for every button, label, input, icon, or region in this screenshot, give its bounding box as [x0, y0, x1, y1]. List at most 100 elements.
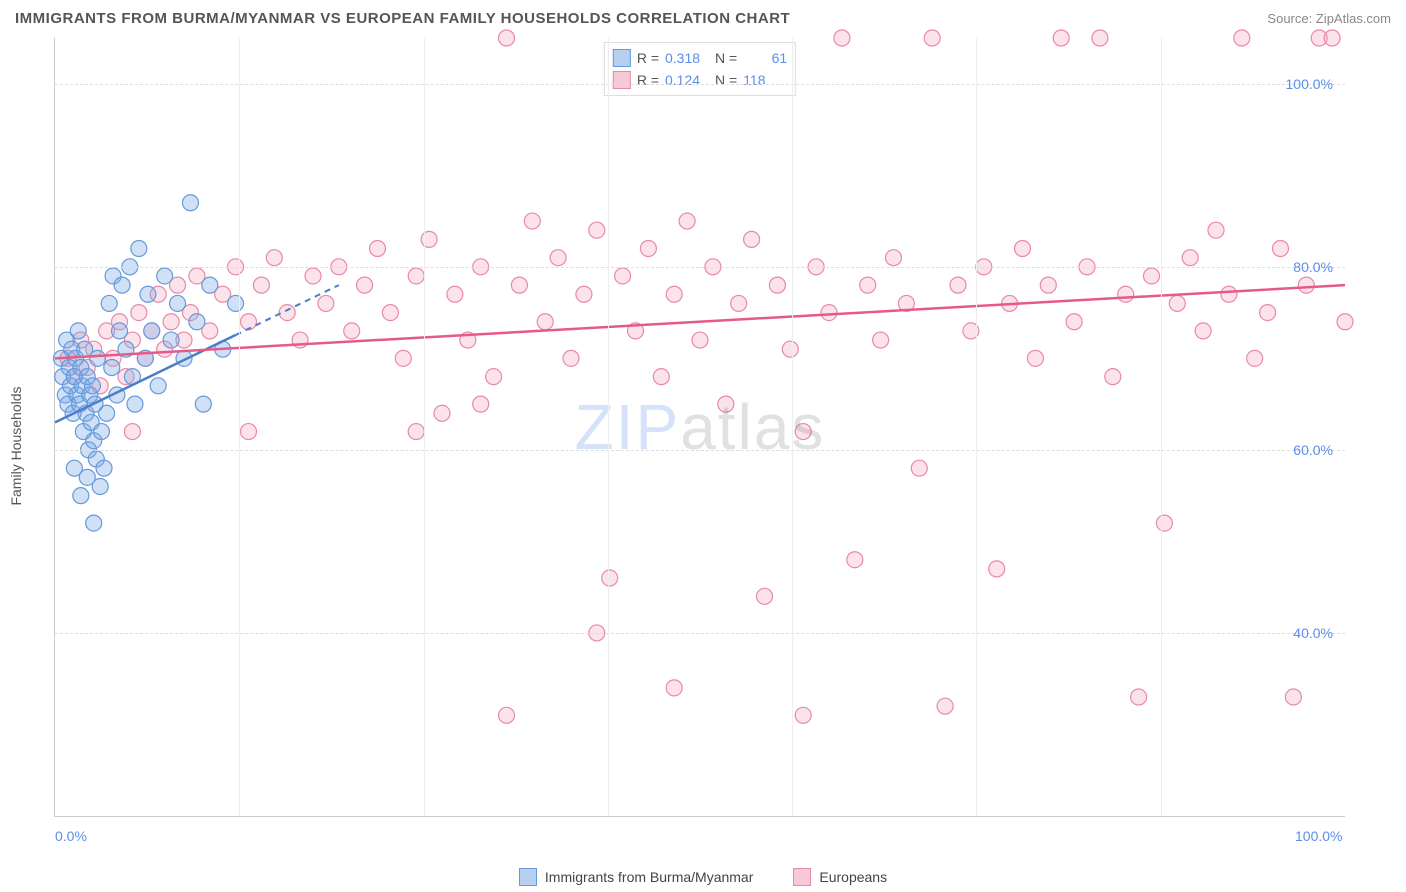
stats-box: R = 0.318 N = 61 R = 0.124 N = 118 [604, 42, 796, 96]
scatter-point-burma [79, 469, 95, 485]
scatter-point-burma [86, 515, 102, 531]
scatter-point-european [1273, 241, 1289, 257]
scatter-point-burma [104, 360, 120, 376]
scatter-point-burma [195, 396, 211, 412]
scatter-point-burma [90, 350, 106, 366]
scatter-point-european [499, 707, 515, 723]
scatter-point-burma [101, 295, 117, 311]
scatter-point-burma [144, 323, 160, 339]
source-attribution: Source: ZipAtlas.com [1267, 11, 1391, 26]
y-tick-label: 60.0% [1293, 442, 1333, 458]
scatter-point-european [1195, 323, 1211, 339]
scatter-point-european [408, 424, 424, 440]
source-name: ZipAtlas.com [1316, 11, 1391, 26]
scatter-point-burma [189, 314, 205, 330]
scatter-point-burma [70, 323, 86, 339]
scatter-point-european [1324, 30, 1340, 46]
scatter-point-european [666, 680, 682, 696]
scatter-point-european [1066, 314, 1082, 330]
stats-n-burma: 61 [743, 47, 787, 69]
x-tick-label: 0.0% [55, 828, 87, 844]
scatter-point-european [924, 30, 940, 46]
scatter-point-european [1208, 222, 1224, 238]
scatter-point-european [1337, 314, 1353, 330]
scatter-point-european [499, 30, 515, 46]
gridline-v [976, 38, 977, 816]
scatter-point-european [576, 286, 592, 302]
scatter-point-european [1131, 689, 1147, 705]
gridline-v [239, 38, 240, 816]
scatter-point-european [615, 268, 631, 284]
stats-r-burma: 0.318 [665, 47, 709, 69]
scatter-point-european [937, 698, 953, 714]
scatter-point-european [1118, 286, 1134, 302]
scatter-point-burma [112, 323, 128, 339]
scatter-point-european [253, 277, 269, 293]
scatter-point-european [131, 305, 147, 321]
scatter-point-european [834, 30, 850, 46]
scatter-point-european [124, 424, 140, 440]
scatter-point-european [666, 286, 682, 302]
scatter-point-european [795, 707, 811, 723]
scatter-point-european [511, 277, 527, 293]
scatter-point-european [795, 424, 811, 440]
scatter-point-european [524, 213, 540, 229]
scatter-point-burma [114, 277, 130, 293]
scatter-point-european [731, 295, 747, 311]
scatter-point-burma [157, 268, 173, 284]
legend-item-burma: Immigrants from Burma/Myanmar [519, 868, 753, 886]
stats-swatch-european [613, 71, 631, 89]
scatter-point-european [382, 305, 398, 321]
scatter-point-european [1053, 30, 1069, 46]
y-tick-label: 100.0% [1286, 76, 1333, 92]
scatter-point-european [1169, 295, 1185, 311]
stats-row-european: R = 0.124 N = 118 [613, 69, 787, 91]
scatter-point-european [486, 369, 502, 385]
scatter-point-european [370, 241, 386, 257]
scatter-point-burma [170, 295, 186, 311]
scatter-point-european [305, 268, 321, 284]
scatter-point-burma [93, 424, 109, 440]
scatter-point-european [1105, 369, 1121, 385]
plot-area: ZIPatlas R = 0.318 N = 61 R = 0.124 N = … [54, 38, 1345, 817]
scatter-point-burma [140, 286, 156, 302]
gridline-v [424, 38, 425, 816]
gridline-h [55, 633, 1345, 634]
scatter-point-burma [163, 332, 179, 348]
scatter-point-european [434, 405, 450, 421]
scatter-point-european [1247, 350, 1263, 366]
gridline-h [55, 84, 1345, 85]
scatter-point-european [563, 350, 579, 366]
scatter-point-european [640, 241, 656, 257]
scatter-point-burma [96, 460, 112, 476]
scatter-point-burma [73, 488, 89, 504]
scatter-point-european [279, 305, 295, 321]
scatter-point-european [1182, 250, 1198, 266]
scatter-point-european [408, 268, 424, 284]
scatter-point-european [266, 250, 282, 266]
stats-r-label: R = [637, 69, 659, 91]
scatter-point-european [395, 350, 411, 366]
scatter-point-european [1015, 241, 1031, 257]
scatter-point-burma [127, 396, 143, 412]
scatter-point-burma [228, 295, 244, 311]
stats-n-label: N = [715, 47, 737, 69]
scatter-point-european [344, 323, 360, 339]
y-tick-label: 80.0% [1293, 259, 1333, 275]
scatter-point-european [1027, 350, 1043, 366]
x-tick-label: 100.0% [1295, 828, 1342, 844]
scatter-point-european [886, 250, 902, 266]
scatter-point-european [1221, 286, 1237, 302]
scatter-point-burma [84, 378, 100, 394]
chart-title: IMMIGRANTS FROM BURMA/MYANMAR VS EUROPEA… [15, 10, 790, 27]
scatter-point-european [1156, 515, 1172, 531]
stats-swatch-burma [613, 49, 631, 67]
scatter-point-burma [182, 195, 198, 211]
scatter-point-european [950, 277, 966, 293]
scatter-point-european [692, 332, 708, 348]
scatter-point-european [537, 314, 553, 330]
scatter-point-european [782, 341, 798, 357]
scatter-point-european [860, 277, 876, 293]
scatter-point-european [550, 250, 566, 266]
scatter-point-european [847, 552, 863, 568]
